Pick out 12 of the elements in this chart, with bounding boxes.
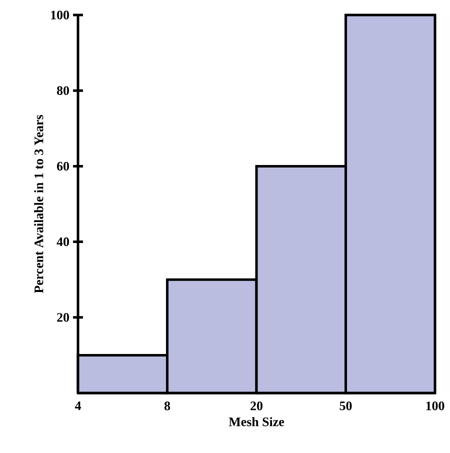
y-tick-label: 40 — [56, 237, 70, 246]
x-tick-label: 20 — [250, 402, 262, 410]
x-tick-label: 4 — [74, 401, 81, 410]
x-axis-title: Mesh Size — [228, 417, 284, 426]
y-tick-label: 100 — [51, 10, 70, 20]
x-tick-label: 8 — [164, 402, 170, 410]
y-tick-label: 60 — [56, 162, 70, 171]
x-tick-label: 50 — [340, 402, 352, 410]
y-axis-title: Percent Available in 1 to 3 Years — [34, 114, 44, 294]
x-tick-label: 100 — [426, 402, 444, 410]
y-tick-label: 80 — [56, 86, 70, 95]
y-tick-label: 20 — [57, 313, 70, 322]
